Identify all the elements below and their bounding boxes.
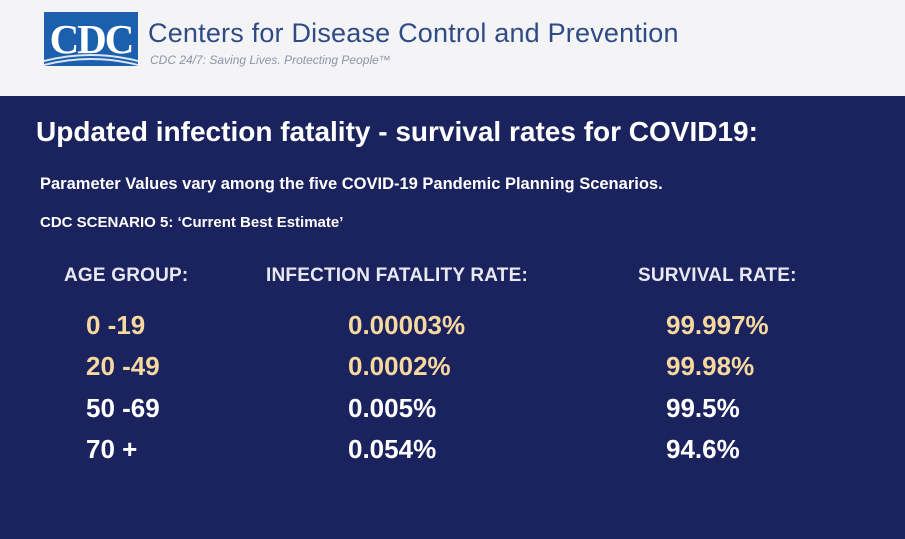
- row-4-age-group: 70 +: [86, 434, 138, 464]
- cdc-logo-text: CDC: [49, 16, 135, 62]
- cdc-header-banner: CDC Centers for Disease Control and Prev…: [0, 0, 905, 96]
- row-4-survival-rate: 94.6%: [666, 434, 740, 464]
- row-4-infection-fatality-rate: 0.054%: [348, 434, 437, 464]
- row-3-survival-rate: 99.5%: [666, 393, 740, 423]
- row-2-infection-fatality-rate: 0.0002%: [348, 351, 451, 381]
- row-1-survival-rate: 99.997%: [666, 310, 769, 340]
- logo-stripes-icon: [44, 54, 138, 66]
- row-2-age-group: 20 -49: [86, 351, 160, 381]
- row-2-survival-rate: 99.98%: [666, 351, 755, 381]
- cdc-logo: CDC: [44, 12, 138, 66]
- org-tagline: CDC 24/7: Saving Lives. Protecting Peopl…: [150, 53, 391, 67]
- row-1-infection-fatality-rate: 0.00003%: [348, 310, 466, 340]
- header-survival-rate: SURVIVAL RATE:: [638, 265, 797, 286]
- slide-subtitle: Parameter Values vary among the five COV…: [40, 175, 663, 193]
- header-infection-fatality-rate: INFECTION FATALITY RATE:: [266, 265, 528, 286]
- row-1-age-group: 0 -19: [86, 310, 146, 340]
- header-age-group: AGE GROUP:: [64, 265, 189, 286]
- row-3-age-group: 50 -69: [86, 393, 160, 423]
- slide-title: Updated infection fatality - survival ra…: [36, 116, 758, 147]
- scenario-label: CDC SCENARIO 5: ‘Current Best Estimate’: [40, 214, 344, 231]
- org-name: Centers for Disease Control and Preventi…: [148, 18, 679, 48]
- row-3-infection-fatality-rate: 0.005%: [348, 393, 437, 423]
